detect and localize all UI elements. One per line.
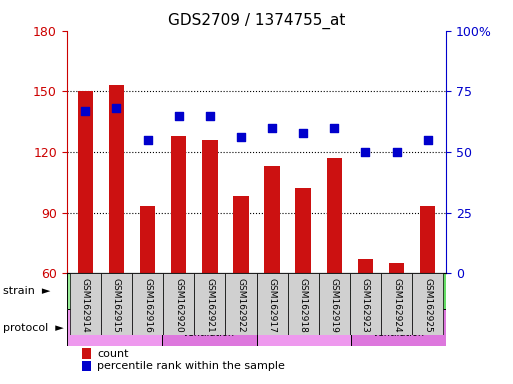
Bar	[202, 140, 218, 273]
Text: GSM162916: GSM162916	[143, 278, 152, 333]
Point	[392, 149, 401, 155]
Title: GDS2709 / 1374755_at: GDS2709 / 1374755_at	[168, 13, 345, 29]
Text: GSM162918: GSM162918	[299, 278, 308, 333]
Text: GSM162924: GSM162924	[392, 278, 401, 333]
Text: GSM162917: GSM162917	[268, 278, 277, 333]
Text: percentile rank within the sample: percentile rank within the sample	[97, 361, 285, 371]
Bar	[351, 310, 446, 346]
Text: GSM162922: GSM162922	[236, 278, 245, 333]
Point	[112, 105, 121, 111]
Text: GSM162925: GSM162925	[423, 278, 432, 333]
Text: count: count	[97, 349, 129, 359]
Bar	[163, 273, 194, 334]
Point	[174, 113, 183, 119]
Bar	[171, 136, 187, 273]
Bar	[295, 188, 311, 273]
Text: GSM162914: GSM162914	[81, 278, 90, 333]
Bar	[264, 166, 280, 273]
Point	[424, 137, 432, 143]
Point	[268, 124, 276, 131]
Bar	[256, 273, 446, 310]
Bar	[412, 273, 443, 334]
Bar	[77, 91, 93, 273]
Text: protocol  ►: protocol ►	[3, 323, 63, 333]
Bar	[67, 273, 256, 310]
Point	[361, 149, 369, 155]
Text: control: control	[287, 323, 321, 333]
Bar	[288, 273, 319, 334]
Bar	[82, 361, 91, 371]
Point	[237, 134, 245, 141]
Point	[299, 129, 307, 136]
Bar	[162, 310, 256, 346]
Bar	[70, 273, 101, 334]
Point	[206, 113, 214, 119]
Bar	[82, 349, 91, 359]
Bar	[233, 196, 249, 273]
Bar	[140, 207, 155, 273]
Bar	[132, 273, 163, 334]
Bar	[420, 207, 436, 273]
Text: GSM162921: GSM162921	[205, 278, 214, 333]
Point	[144, 137, 152, 143]
Bar	[109, 85, 124, 273]
Bar	[194, 273, 225, 334]
Bar	[101, 273, 132, 334]
Bar	[358, 259, 373, 273]
Text: strain  ►: strain ►	[3, 286, 50, 296]
Text: high tidal volume
ventilation: high tidal volume ventilation	[166, 317, 252, 338]
Text: VALI sensitive: VALI sensitive	[313, 286, 390, 296]
Bar	[389, 263, 404, 273]
Bar	[256, 273, 288, 334]
Text: high tidal volume
ventilation: high tidal volume ventilation	[356, 317, 442, 338]
Bar	[350, 273, 381, 334]
Text: VALI resistant: VALI resistant	[124, 286, 200, 296]
Point	[81, 108, 89, 114]
Bar	[319, 273, 350, 334]
Bar	[381, 273, 412, 334]
Text: GSM162919: GSM162919	[330, 278, 339, 333]
Text: control: control	[97, 323, 131, 333]
Point	[330, 124, 339, 131]
Bar	[256, 310, 351, 346]
Text: GSM162920: GSM162920	[174, 278, 183, 333]
Text: GSM162915: GSM162915	[112, 278, 121, 333]
Bar	[67, 310, 162, 346]
Bar	[326, 158, 342, 273]
Bar	[225, 273, 256, 334]
Text: GSM162923: GSM162923	[361, 278, 370, 333]
